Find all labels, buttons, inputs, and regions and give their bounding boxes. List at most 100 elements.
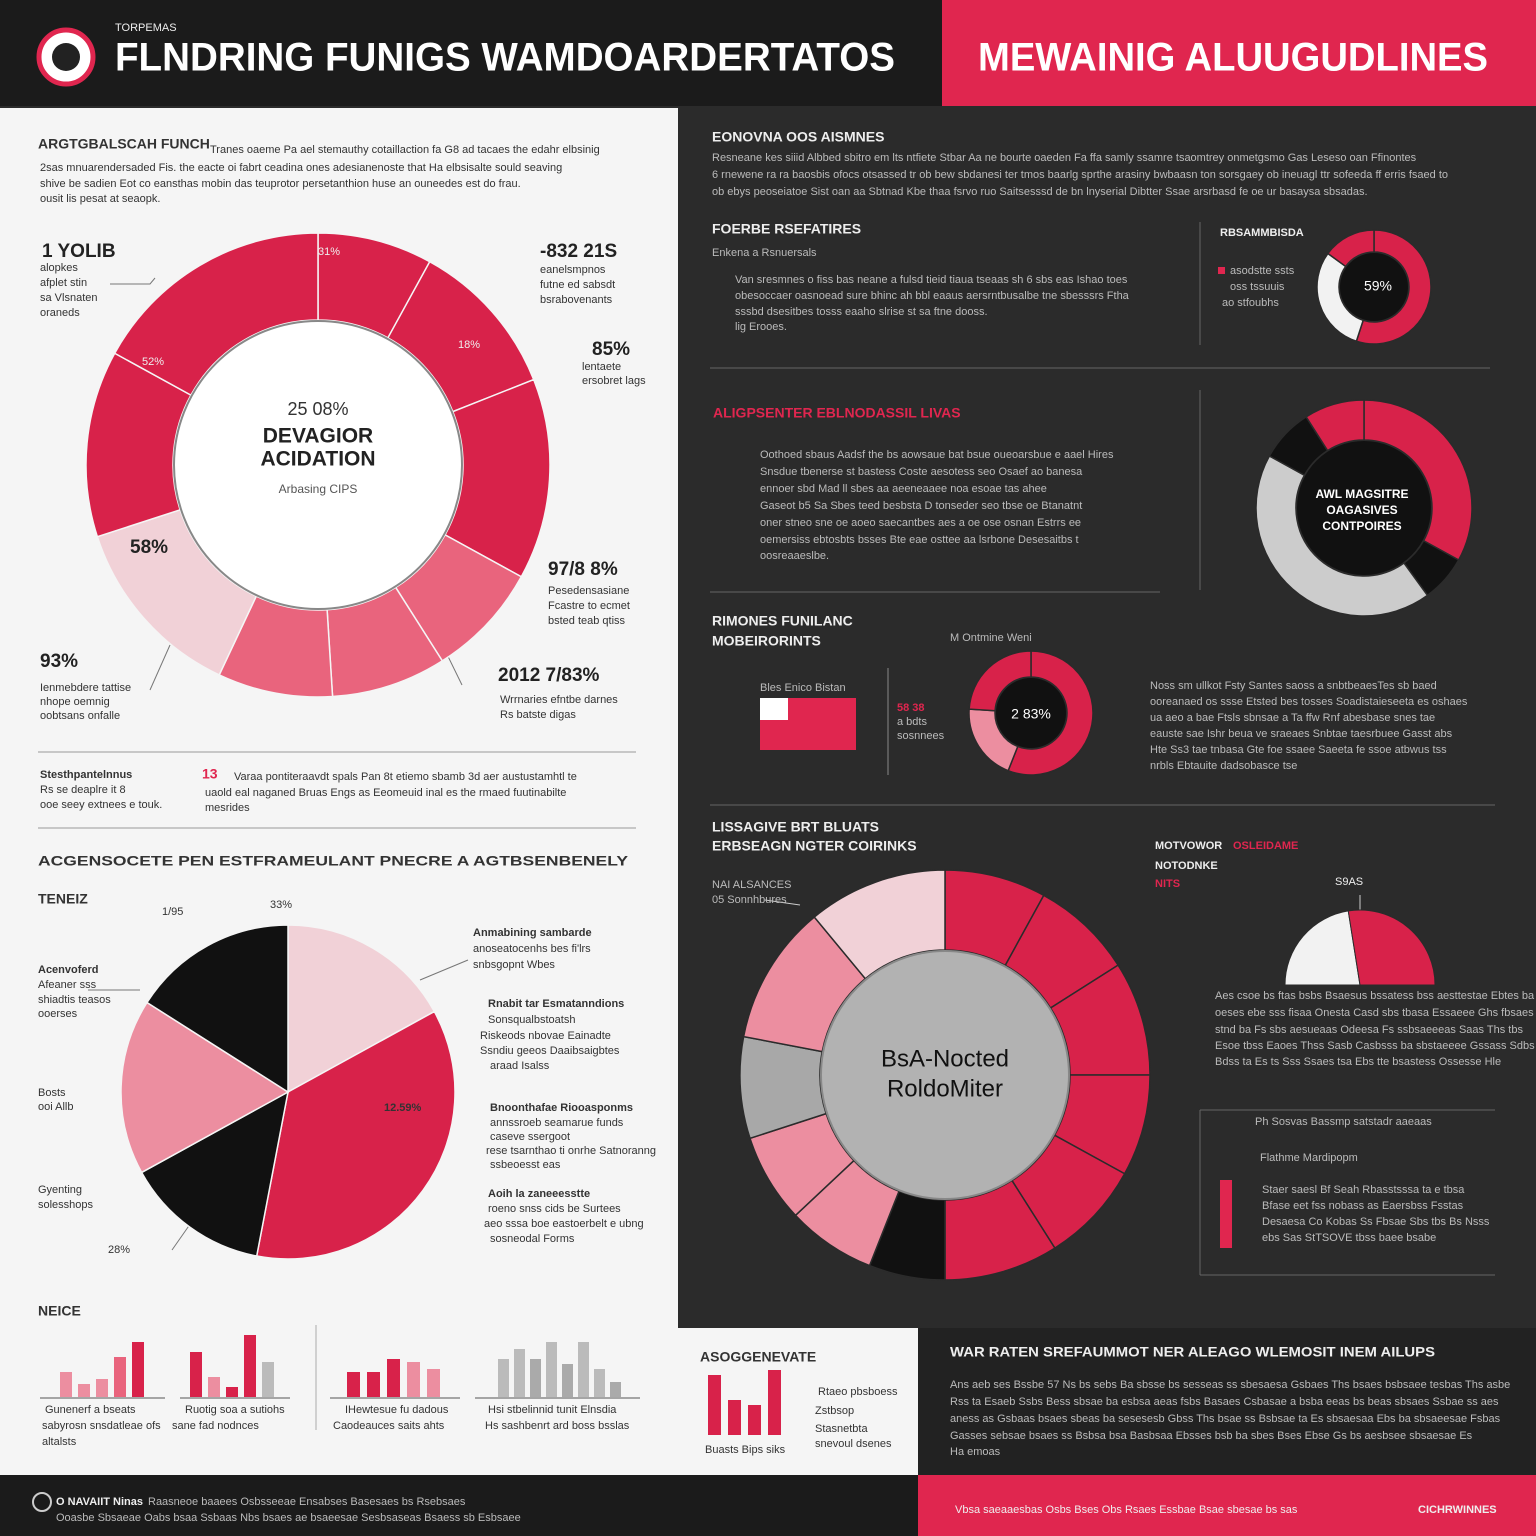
callout: rese tsarnthao ti onrhe Satnoranng [486,1145,656,1157]
bar-caption: altalsts [42,1436,77,1448]
callout: araad Isalss [490,1060,550,1072]
bar-caption: Ruotig soa a sutiohs [185,1404,285,1416]
donut-hole [996,678,1066,748]
label: -832 21S [540,241,617,262]
callout: annssroeb seamarue funds [490,1117,624,1129]
slice [255,1010,456,1260]
bar [114,1357,126,1397]
slice-label: 18% [458,339,480,351]
paragraph: 2sas mnuarendersaded Fis. the eacte oi f… [40,162,562,174]
center-label: 25 08% [287,399,348,419]
slice [1305,399,1365,452]
slice [145,924,289,1094]
legend-item: snevoul dsenes [815,1438,892,1450]
caption: Pesedensasiane [548,585,629,597]
paragraph: Tranes oaeme Pa ael stemauthy cotaillact… [210,144,600,156]
center-label: AWL MAGSITRE [1315,487,1408,501]
callout: ooi Allb [38,1101,73,1113]
slice-label: 52% [142,356,164,368]
bar [578,1342,589,1397]
paragraph: oosreaaeslbe. [760,550,829,562]
slice [140,1090,290,1257]
bullet-text: ebs Sas StTSOVE tbss baee bsabe [1262,1232,1436,1244]
bullet-text: lig Erooes. [735,321,787,333]
donut-hole [173,320,463,610]
slice [968,650,1032,712]
paragraph: Resneane kes siiid Albbed sbitro em lts … [712,152,1417,164]
callout: ssbeoesst eas [490,1159,561,1171]
slice-label: 58% [130,537,168,558]
callout: Bosts [38,1087,66,1099]
subheading: TENEIZ [38,891,88,907]
heading: RBSAMMBISDA [1220,227,1304,239]
center-label: RoldoMiter [887,1075,1003,1102]
caption: Fcastre to ecmet [548,600,630,612]
note-number: 13 [202,766,218,782]
donut-hole [1297,441,1431,575]
paragraph: oeses ebe sss fisaa Onesta Casd sbs tbas… [1215,1007,1534,1019]
heading: ASOGGENEVATE [700,1349,816,1365]
callout: aeo sssa boe eastoerbelt e ubng [484,1218,644,1230]
kicker: TORPEMAS [115,22,177,34]
label: 2012 7/83% [498,665,600,686]
paragraph: ua aeo a bae Ftsls sbnsae a Ta ffw Rnf a… [1150,712,1435,724]
heading: ERBSEAGN NGTER COIRINKS [712,838,917,854]
bar [244,1335,256,1397]
bar-caption: Gunenerf a bseats [45,1404,136,1416]
note: 05 Sonnhbures [712,894,787,906]
bar-caption: sabyrosn snsdatleae ofs [42,1420,161,1432]
center-label: CONTPOIRES [1322,519,1401,533]
caption: a bdts [897,716,927,728]
leader [149,644,171,691]
slice-label: 31% [318,246,340,258]
legend-item: asodstte ssts [1230,265,1295,277]
center-label: OAGASIVES [1326,503,1397,517]
heading: NITS [1155,878,1180,890]
caption: oraneds [40,307,80,319]
bullet-text: obesoccaer oasnoead sure bhinc ah bbl ea… [735,290,1130,302]
center-label: BsA-Nocted [881,1045,1009,1072]
callout: snbsgopnt Wbes [473,959,555,971]
heading: ACGENSOCETE PEN ESTFRAMEULANT PNECRE A A… [38,853,629,869]
bar [768,1370,781,1435]
note: Ph Sosvas Bassmp satstadr aaeaas [1255,1116,1432,1128]
label: 85% [592,339,630,360]
note: M Ontmine Weni [950,632,1032,644]
bar-caption: Hsi stbelinnid tunit Elnsdia [488,1404,617,1416]
paragraph: Bdss ta Es ts Sss Ssaes tsa Ebs tte bsas… [1215,1056,1501,1068]
heading: FOERBE RSEFATIRES [712,221,861,237]
subheading: Enkena a Rsnuersals [712,247,817,259]
legend-item: Rtaeo pbsboess [818,1386,898,1398]
caption: afplet stin [40,277,87,289]
callout: Gyenting [38,1184,82,1196]
footer-red [918,1475,1536,1536]
bar [208,1377,220,1397]
caption: Rs batste digas [500,709,576,721]
paragraph: Ha emoas [950,1446,1001,1458]
callout: anoseatocenhs bes fi'lrs [473,943,591,955]
note: ooe seey extnees e touk. [40,799,162,811]
paragraph: ob ebys peoseiatoe Sist oan aa Sbtnad Kb… [712,186,1368,198]
bottom-right-panel [918,1328,1536,1475]
paragraph: Aes csoe bs ftas bsbs Bsaesus bssatess b… [1215,990,1535,1002]
label: 93% [40,651,78,672]
title: FLNDRING FUNIGS WAMDOARDERTATOS [115,36,895,80]
heading: LISSAGIVE BRT BLUATS [712,819,879,835]
bullet-text: Van sresmnes o fiss bas neane a fulsd ti… [735,274,1128,286]
heading: NOTODNKE [1155,860,1218,872]
paragraph: shive be sadien Eot co eansthas mobin da… [40,178,521,190]
donut-hole [1340,253,1408,321]
paragraph: 6 rnewene ra ra baosbis ofocs otsassed t… [712,169,1448,181]
paragraph: eauste sae Ishr beua ve sraeaes Snbtae t… [1150,728,1453,740]
center-label: 59% [1364,278,1392,294]
slice-label: 28% [108,1244,130,1256]
paragraph: Noss sm ullkot Fsty Santes saoss a snbtb… [1150,680,1437,692]
bar [190,1352,202,1397]
callout: Ssndiu geeos Daaibsaigbtes [480,1045,620,1057]
logo-core [52,43,80,71]
bullet-text: sssbd dsesitbes tosss eaaho slrise st sa… [735,306,988,318]
bar [226,1387,238,1397]
heading: ALIGPSENTER EBLNODASSIL LIVAS [713,405,961,421]
caption: bsted teab qtiss [548,615,626,627]
